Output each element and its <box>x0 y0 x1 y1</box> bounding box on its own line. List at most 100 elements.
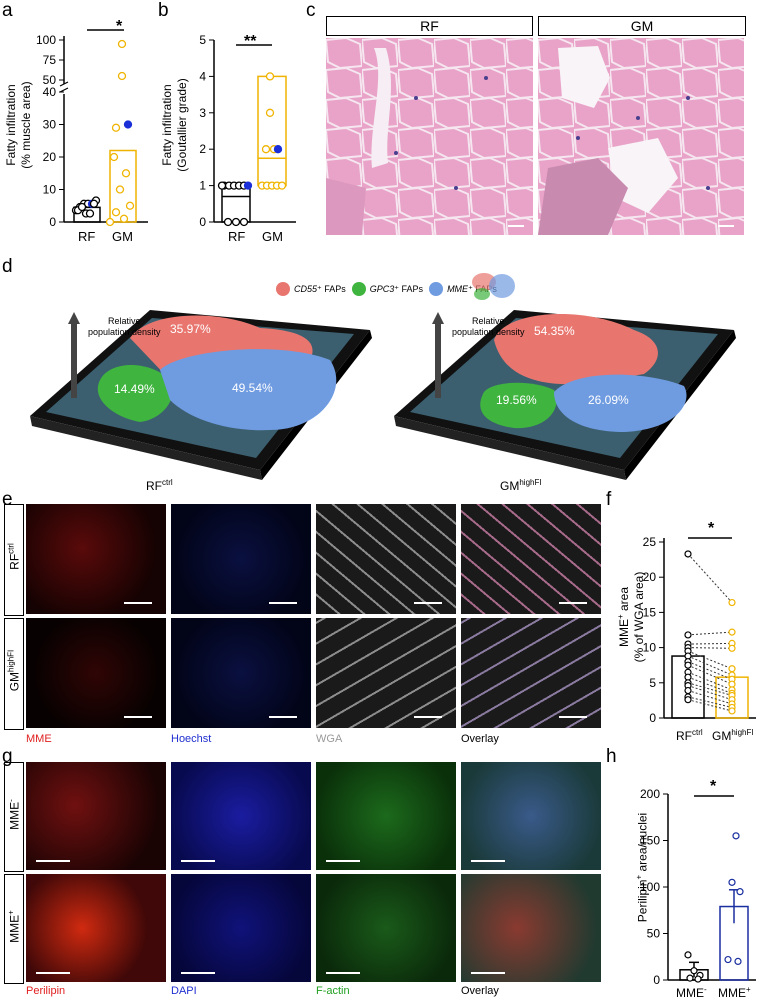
b-ytick-label: 1 <box>199 179 206 193</box>
panel-c-label-rf: RF <box>326 16 533 36</box>
b-ytick-label: 2 <box>199 142 206 156</box>
f-ytick-label: 0 <box>649 711 656 725</box>
panel-f-xtick-rf: RFctrl <box>676 728 703 743</box>
f-ytick-label: 20 <box>643 570 657 584</box>
panel-g-image-r2-c3 <box>316 874 456 982</box>
panel-label-d: d <box>2 256 13 277</box>
panel-h-axes: 0 50 100 150 200 <box>640 787 756 987</box>
f-ytick-label: 10 <box>643 641 657 655</box>
panel-g-image-r2-c2 <box>171 874 311 982</box>
a-axis-break <box>59 81 69 87</box>
h-point-pos <box>734 957 742 966</box>
scale-bar <box>124 602 152 604</box>
panel-g-image-r2-c1 <box>26 874 166 982</box>
panel-f-axes: 0 5 10 15 20 25 <box>643 535 756 725</box>
legend-gpc3-swatch <box>351 282 366 296</box>
legend-gpc3-label: GPC3⁺ FAPs <box>369 283 424 294</box>
panel-e-image-r2-c2 <box>171 618 311 728</box>
histology-image-gm <box>538 38 744 235</box>
density-gm-axis-label: Relative population density <box>452 316 525 338</box>
f-ytick-label: 25 <box>643 535 657 549</box>
h-point-pos <box>724 955 732 964</box>
f-pair-line <box>687 699 733 712</box>
scale-bar <box>471 860 505 862</box>
density-gm-title: GMhighFI <box>500 478 542 493</box>
panel-a-xtick-gm: GM <box>112 229 133 244</box>
f-pair-line <box>687 642 733 645</box>
h-ytick-label: 150 <box>640 834 660 848</box>
scale-bar <box>326 972 360 974</box>
panel-b-xtick-gm: GM <box>262 229 283 244</box>
panel-e-row2-label: GMhighFI <box>4 618 24 730</box>
b-point-rf <box>231 217 241 227</box>
panel-g-image-r1-c2 <box>171 762 311 870</box>
panel-g-channel-label-2: DAPI <box>171 985 197 997</box>
scale-bar <box>559 716 587 718</box>
scale-bar <box>471 972 505 974</box>
a-point-gm <box>111 208 121 217</box>
panel-f-svg: 0 5 10 15 20 25 <box>643 535 756 725</box>
f-point-gm <box>728 644 736 652</box>
gm-blue-pct: 26.09% <box>588 393 629 407</box>
a-point-gm <box>121 169 131 178</box>
panel-h-xtick-pos: MME+ <box>718 985 751 1000</box>
a-point-gm <box>105 217 115 227</box>
a-ytick-label: 50 <box>43 73 57 87</box>
scale-bar <box>36 860 70 862</box>
a-ytick-label: 10 <box>43 183 57 197</box>
b-point-gm <box>277 181 287 190</box>
panel-e-image-r1-c1 <box>26 504 166 614</box>
panel-label-a: a <box>2 0 13 21</box>
density-rf-axis-label-line1: Relative <box>108 316 141 326</box>
panel-a-marks <box>71 29 137 227</box>
a-axis-break <box>59 87 69 93</box>
a-point-gm <box>123 120 133 129</box>
panel-g-channel-label-3: F-actin <box>316 985 350 997</box>
density-rf-title: RFctrl <box>146 478 173 493</box>
h-ytick-label: 50 <box>647 927 661 941</box>
panel-a-xtick-rf: RF <box>78 229 96 244</box>
gm-green-pct: 19.56% <box>496 393 537 407</box>
a-ytick-label: 100 <box>36 33 56 47</box>
panel-e-channel-label-2: Hoechst <box>171 733 212 745</box>
a-ytick-label: 75 <box>43 53 57 67</box>
panel-g-row2-label: MME+ <box>4 874 24 984</box>
a-point-rf <box>77 202 87 212</box>
scale-bar <box>181 860 215 862</box>
panel-f-marks <box>671 537 749 719</box>
panel-e-image-r2-c1 <box>26 618 166 728</box>
a-point-gm <box>117 39 127 49</box>
f-point-rf <box>684 696 692 704</box>
panel-e-image-r1-c2 <box>171 504 311 614</box>
f-pair-line <box>687 553 733 603</box>
legend-cd55-label: CD55⁺ FAPs <box>294 283 346 294</box>
density-gm-axis-label-line2: population density <box>452 327 525 337</box>
f-point-gm <box>728 598 736 607</box>
scale-bar <box>269 716 297 718</box>
panel-g-image-r2-c4 <box>461 874 601 982</box>
f-pair-line <box>687 631 733 636</box>
scale-bar <box>414 716 442 718</box>
panel-b-significance: ** <box>244 33 257 50</box>
h-point-neg <box>694 975 702 983</box>
a-point-gm <box>117 71 127 81</box>
h-point-pos <box>732 832 740 840</box>
f-ytick-label: 5 <box>649 676 656 690</box>
f-ytick-label: 15 <box>643 605 657 619</box>
panel-label-b: b <box>158 0 169 21</box>
panel-h-marks <box>679 795 749 983</box>
panel-label-g: g <box>2 746 13 767</box>
panel-e-channel-label-3: WGA <box>316 733 343 745</box>
umap-thumbnail <box>466 268 518 304</box>
rf-blue-pct: 49.54% <box>232 381 273 395</box>
scale-bar <box>36 972 70 974</box>
b-point-gm <box>265 72 275 81</box>
density-gm-axis-label-line1: Relative <box>472 316 505 326</box>
scale-bar <box>559 602 587 604</box>
b-point-gm <box>265 108 275 117</box>
a-point-gm <box>125 201 135 210</box>
h-ytick-label: 0 <box>653 973 660 987</box>
panel-h-xtick-neg: MME- <box>676 985 707 1000</box>
